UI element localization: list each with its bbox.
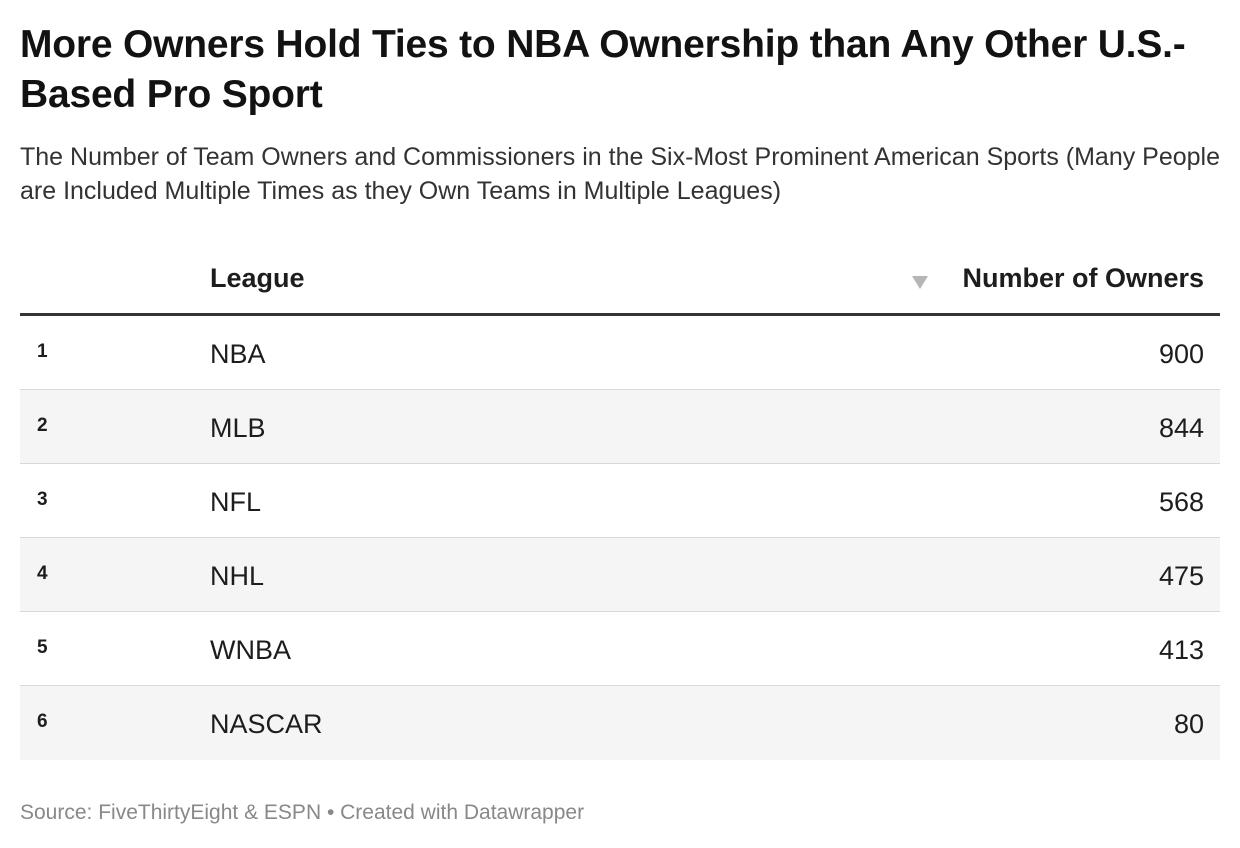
- row-league: NHL: [210, 561, 265, 591]
- row-rank: 2: [37, 415, 48, 436]
- table-row: 6 NASCAR 80: [20, 686, 1220, 760]
- row-owner-count: 900: [1158, 339, 1204, 369]
- data-table: League Number of Owners 1 NBA 900 2 MLB 844 3 N…: [20, 244, 1220, 760]
- table-row: 1 NBA 900: [20, 316, 1220, 390]
- column-header-number-of-owners[interactable]: Number of Owners: [962, 263, 1204, 293]
- row-league: NASCAR: [210, 709, 323, 739]
- chart-subtitle: The Number of Team Owners and Commission…: [20, 143, 1221, 205]
- row-rank: 4: [37, 563, 48, 584]
- column-header-league[interactable]: League: [210, 263, 305, 293]
- row-league: NFL: [210, 487, 262, 517]
- table-row: 4 NHL 475: [20, 538, 1220, 612]
- sort-descending-icon[interactable]: [912, 276, 928, 289]
- row-rank: 6: [37, 711, 48, 732]
- row-owner-count: 475: [1158, 561, 1204, 591]
- row-league: NBA: [210, 339, 266, 369]
- table-header: League Number of Owners: [20, 244, 1220, 316]
- row-league: WNBA: [210, 635, 291, 665]
- row-rank: 5: [37, 637, 48, 658]
- row-owner-count: 413: [1158, 635, 1204, 665]
- chart-title: More Owners Hold Ties to NBA Ownership t…: [20, 23, 1186, 116]
- row-rank: 3: [37, 489, 48, 510]
- table-body: 1 NBA 900 2 MLB 844 3 NFL 568 4 NHL 475 5 WNBA 413 6 NAS…: [20, 316, 1220, 760]
- table-row: 5 WNBA 413: [20, 612, 1220, 686]
- row-rank: 1: [37, 341, 48, 362]
- source-footer: Source: FiveThirtyEight & ESPN • Created…: [20, 801, 585, 824]
- table-row: 2 MLB 844: [20, 390, 1220, 464]
- row-league: MLB: [210, 413, 266, 443]
- row-owner-count: 568: [1158, 487, 1204, 517]
- row-owner-count: 844: [1158, 413, 1204, 443]
- table-row: 3 NFL 568: [20, 464, 1220, 538]
- row-owner-count: 80: [1173, 709, 1204, 739]
